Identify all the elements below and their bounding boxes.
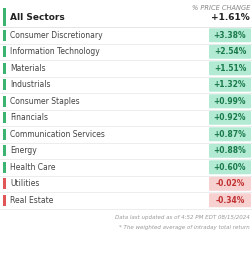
Text: Energy: Energy: [10, 146, 37, 155]
Text: +3.38%: +3.38%: [213, 31, 245, 40]
Bar: [3, 30, 6, 41]
FancyBboxPatch shape: [208, 111, 250, 125]
FancyBboxPatch shape: [208, 127, 250, 141]
Bar: [3, 79, 6, 90]
FancyBboxPatch shape: [208, 61, 250, 75]
Text: Data last updated as of 4:52 PM EDT 08/15/2024: Data last updated as of 4:52 PM EDT 08/1…: [115, 215, 249, 220]
Text: Industrials: Industrials: [10, 80, 50, 89]
Text: Communication Services: Communication Services: [10, 130, 105, 139]
Bar: [3, 162, 6, 173]
Text: +0.99%: +0.99%: [213, 97, 245, 106]
FancyBboxPatch shape: [208, 144, 250, 158]
Text: Real Estate: Real Estate: [10, 196, 53, 205]
Bar: [3, 129, 6, 140]
Text: +2.54%: +2.54%: [213, 47, 245, 56]
Text: +0.87%: +0.87%: [213, 130, 245, 139]
FancyBboxPatch shape: [208, 78, 250, 92]
Text: Information Technology: Information Technology: [10, 47, 99, 56]
Text: -0.34%: -0.34%: [214, 196, 244, 205]
Bar: [3, 96, 6, 107]
FancyBboxPatch shape: [208, 193, 250, 207]
Text: Financials: Financials: [10, 113, 48, 122]
FancyBboxPatch shape: [208, 160, 250, 174]
Bar: [3, 145, 6, 156]
Text: +0.60%: +0.60%: [213, 163, 245, 172]
Text: Materials: Materials: [10, 64, 45, 73]
Text: Consumer Discretionary: Consumer Discretionary: [10, 31, 102, 40]
Text: Health Care: Health Care: [10, 163, 55, 172]
FancyBboxPatch shape: [208, 28, 250, 42]
Bar: [3, 46, 6, 57]
Text: +1.61%: +1.61%: [210, 12, 249, 21]
Text: +0.88%: +0.88%: [213, 146, 245, 155]
Text: +1.32%: +1.32%: [213, 80, 245, 89]
Bar: [3, 178, 6, 189]
Bar: [3, 8, 6, 26]
Bar: [3, 112, 6, 123]
Text: Consumer Staples: Consumer Staples: [10, 97, 79, 106]
Text: +1.51%: +1.51%: [213, 64, 245, 73]
Text: Utilities: Utilities: [10, 179, 39, 188]
Bar: [3, 195, 6, 206]
Text: % PRICE CHANGE: % PRICE CHANGE: [191, 5, 249, 11]
Text: -0.02%: -0.02%: [214, 179, 244, 188]
Bar: [3, 63, 6, 74]
FancyBboxPatch shape: [208, 45, 250, 59]
Text: * The weighted average of intraday total return: * The weighted average of intraday total…: [119, 224, 249, 229]
FancyBboxPatch shape: [208, 177, 250, 191]
Text: +0.92%: +0.92%: [213, 113, 245, 122]
FancyBboxPatch shape: [208, 94, 250, 108]
Text: All Sectors: All Sectors: [10, 12, 65, 21]
